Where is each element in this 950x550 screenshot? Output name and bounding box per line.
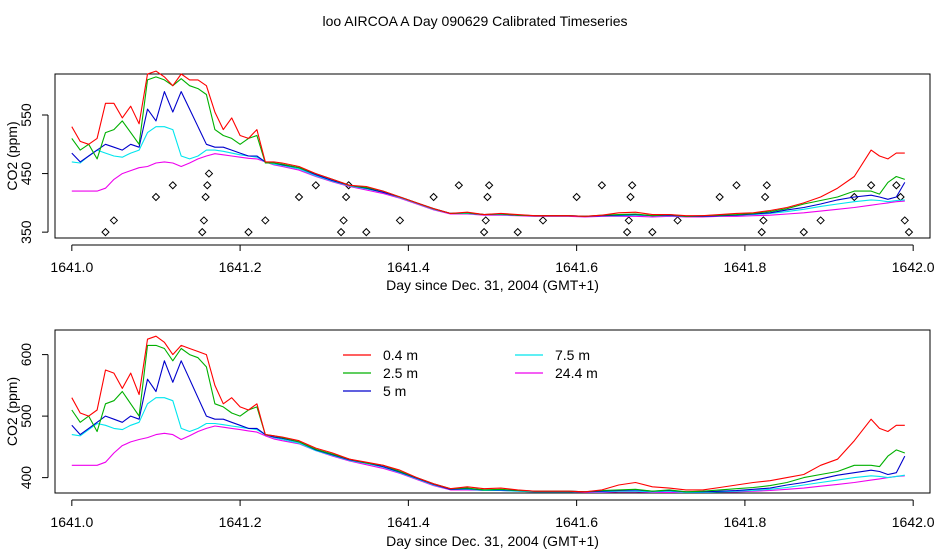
diamond-marker (198, 227, 207, 237)
diamond-marker (624, 216, 634, 225)
y-tick-label: 500 (18, 404, 34, 428)
y-axis-label: CO2 (ppm) (4, 121, 20, 190)
x-tick-label: 1642.0 (892, 259, 935, 275)
series-line-5-m (71, 91, 906, 217)
x-tick-label: 1641.6 (555, 259, 598, 275)
diamond-marker (203, 181, 212, 190)
diamond-marker (261, 216, 270, 225)
diamond-marker (336, 227, 346, 237)
diamond-marker (759, 216, 768, 225)
plot-frame (54, 73, 931, 239)
diamond-marker (513, 227, 522, 237)
diamond-marker (168, 181, 177, 190)
series-line-24-4-m (71, 153, 905, 218)
diamond-marker (572, 192, 581, 202)
top-panel: 1641.0 1641.2 1641.4 1641.6 1641.8 1642.0 Day … (4, 70, 935, 293)
diamond-marker (339, 216, 348, 225)
diamond-marker (483, 192, 492, 202)
series-line-7-5-m (71, 397, 905, 493)
x-tick-label: 1641.2 (219, 514, 262, 530)
legend-label: 24.4 m (555, 365, 598, 381)
diamond-marker (341, 192, 351, 202)
diamond-marker (244, 227, 253, 237)
y-tick-label: 450 (18, 162, 34, 186)
diamond-marker (294, 192, 304, 202)
diamond-marker (479, 227, 489, 237)
diamond-marker (484, 181, 494, 190)
diamond-marker (850, 192, 859, 202)
y-tick-label: 350 (18, 220, 34, 244)
diamond-marker (101, 227, 110, 237)
diamond-marker (627, 181, 637, 190)
x-tick-label: 1641.4 (387, 259, 430, 275)
series-line-7-5-m (71, 126, 905, 217)
x-tick-label: 1641.4 (387, 514, 430, 530)
diamond-marker (395, 216, 405, 225)
series-line-0-4-m (71, 335, 905, 493)
plot-frame (54, 329, 931, 494)
diamond-marker (799, 227, 809, 237)
diamond-marker (673, 216, 682, 225)
diamond-marker (757, 227, 766, 237)
diamond-marker (626, 192, 635, 202)
diamond-marker (362, 227, 371, 237)
diamond-marker (732, 181, 741, 190)
diamond-marker (429, 192, 438, 202)
diamond-marker (816, 216, 825, 225)
diamond-marker (715, 192, 724, 202)
diamond-marker (311, 181, 321, 190)
y-axis-label: CO2 (ppm) (4, 377, 20, 446)
figure-title: loo AIRCOA A Day 090629 Calibrated Times… (322, 13, 627, 29)
series-line-2-5-m (71, 76, 905, 217)
x-tick-label: 1641.6 (555, 514, 598, 530)
diamond-marker (204, 169, 214, 178)
legend-label: 0.4 m (383, 347, 418, 363)
x-tick-label: 1641.0 (50, 259, 93, 275)
diamond-marker (109, 216, 119, 225)
diamond-marker (900, 216, 909, 225)
x-tick-label: 1642.0 (892, 514, 935, 530)
diamond-marker (151, 192, 161, 202)
series-line-0-4-m (71, 70, 905, 217)
diamond-marker (762, 181, 771, 190)
diamond-marker (538, 216, 548, 225)
diamond-marker (866, 181, 876, 190)
diamond-marker (760, 192, 770, 202)
bottom-panel: 1641.0 1641.2 1641.4 1641.6 1641.8 1642.0 Day … (4, 329, 935, 549)
series-line-5-m (71, 360, 906, 493)
legend-label: 5 m (383, 383, 406, 399)
diamond-marker (648, 227, 657, 237)
diamond-marker (622, 227, 632, 237)
diamond-marker (481, 216, 490, 225)
y-tick-label: 550 (18, 103, 34, 127)
x-tick-label: 1641.0 (50, 514, 93, 530)
diamond-marker (597, 181, 607, 190)
y-tick-label: 400 (18, 466, 34, 490)
diamond-marker (201, 192, 210, 202)
diamond-marker (892, 181, 901, 190)
legend-label: 7.5 m (555, 347, 590, 363)
series-line-2-5-m (71, 344, 905, 493)
series-line-24-4-m (71, 425, 905, 493)
diamond-marker (454, 181, 464, 190)
legend-label: 2.5 m (383, 365, 418, 381)
x-axis-label: Day since Dec. 31, 2004 (GMT+1) (386, 533, 599, 549)
diamond-marker (199, 216, 209, 225)
y-tick-label: 600 (18, 343, 34, 367)
x-tick-label: 1641.8 (723, 259, 766, 275)
x-tick-label: 1641.2 (219, 259, 262, 275)
x-tick-label: 1641.8 (723, 514, 766, 530)
x-axis-label: Day since Dec. 31, 2004 (GMT+1) (386, 277, 599, 293)
diamond-marker (904, 227, 914, 237)
